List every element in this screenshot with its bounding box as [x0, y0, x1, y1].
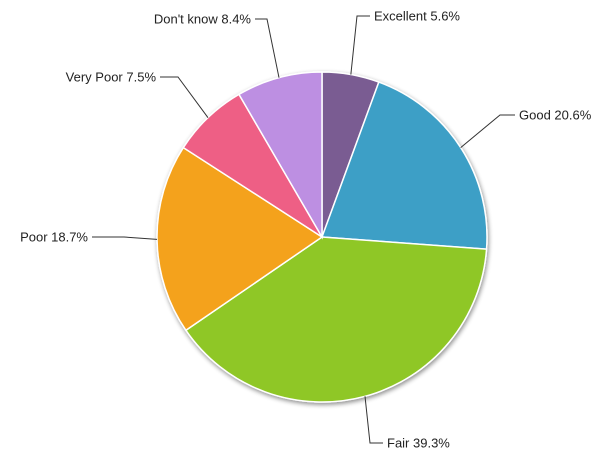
slice-label: Fair 39.3%: [387, 436, 450, 451]
slice-label: Excellent 5.6%: [374, 9, 460, 24]
pie-labels: Excellent 5.6% Good 20.6% Fair 39.3% Poor 1…: [20, 9, 592, 451]
pie-slice-good: [320, 81, 488, 250]
leader-line: [364, 396, 383, 444]
slice-label: Very Poor 7.5%: [66, 70, 157, 85]
leader-line: [160, 76, 209, 118]
pie-slice-fair: [184, 236, 488, 403]
pie-slice-don-t-know: [237, 71, 323, 240]
leader-line: [460, 114, 515, 148]
leader-line: [255, 18, 280, 78]
leader-line: [92, 236, 158, 240]
slice-label: Good 20.6%: [519, 108, 592, 123]
slice-label: Poor 18.7%: [20, 230, 88, 245]
slice-label: Don't know 8.4%: [154, 12, 252, 27]
pie-slice-poor: [156, 146, 324, 332]
pie-slices: [156, 71, 488, 403]
leader-line: [350, 15, 370, 75]
